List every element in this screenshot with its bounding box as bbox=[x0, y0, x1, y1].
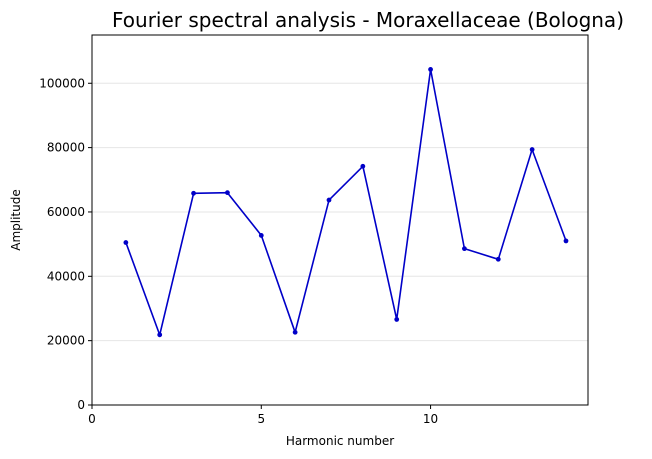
data-series bbox=[123, 67, 569, 338]
y-tick-label: 40000 bbox=[47, 269, 85, 283]
y-axis: 0 20000 40000 60000 80000 100000 bbox=[39, 76, 92, 412]
y-tick-label: 20000 bbox=[47, 334, 85, 348]
y-axis-label: Amplitude bbox=[9, 189, 23, 251]
data-point bbox=[191, 190, 196, 196]
data-point bbox=[258, 233, 264, 238]
data-point bbox=[462, 246, 467, 252]
data-point bbox=[292, 329, 298, 335]
y-tick-label: 0 bbox=[77, 398, 85, 412]
y-tick-label: 100000 bbox=[39, 76, 85, 90]
gridlines bbox=[92, 82, 588, 342]
data-point bbox=[428, 67, 433, 72]
chart-title: Fourier spectral analysis - Moraxellacea… bbox=[112, 8, 624, 32]
plot-area-frame bbox=[91, 34, 589, 406]
y-tick-label: 60000 bbox=[47, 205, 85, 219]
data-point bbox=[326, 197, 332, 203]
data-point bbox=[360, 163, 366, 169]
data-point bbox=[563, 238, 569, 244]
x-tick-label: 5 bbox=[257, 412, 265, 426]
data-point bbox=[495, 256, 501, 262]
data-point bbox=[157, 332, 163, 338]
x-axis: 0 5 10 bbox=[88, 405, 438, 426]
data-point bbox=[529, 147, 535, 152]
x-tick-label: 0 bbox=[88, 412, 96, 426]
data-point bbox=[225, 190, 230, 196]
y-tick-label: 80000 bbox=[47, 141, 85, 155]
x-axis-label: Harmonic number bbox=[286, 434, 394, 448]
series-line bbox=[125, 68, 567, 336]
data-point bbox=[123, 240, 129, 245]
x-tick-label: 10 bbox=[423, 412, 438, 426]
data-point bbox=[394, 317, 400, 322]
